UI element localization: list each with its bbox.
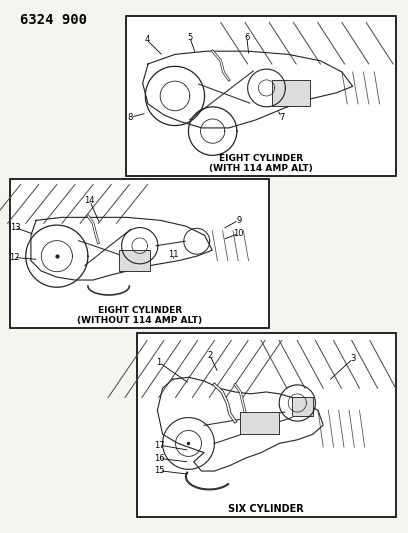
Text: 11: 11 (168, 250, 179, 259)
Text: 8: 8 (128, 113, 133, 122)
Text: 10: 10 (233, 229, 244, 238)
Bar (272, 80, 310, 106)
Text: 4: 4 (144, 36, 149, 44)
Text: 15: 15 (154, 466, 164, 475)
Bar (119, 250, 150, 271)
Bar (292, 398, 313, 416)
Text: 9: 9 (236, 216, 241, 224)
Text: EIGHT CYLINDER
(WITH 114 AMP ALT): EIGHT CYLINDER (WITH 114 AMP ALT) (209, 154, 313, 173)
Text: 5: 5 (187, 33, 192, 42)
Bar (137, 333, 396, 517)
Text: 13: 13 (10, 223, 20, 232)
Text: SIX CYLINDER: SIX CYLINDER (228, 504, 304, 514)
Text: 7: 7 (279, 113, 284, 122)
Text: 16: 16 (154, 454, 164, 463)
Text: 2: 2 (208, 351, 213, 360)
Text: 14: 14 (84, 197, 95, 205)
Text: 17: 17 (154, 441, 164, 449)
Text: 1: 1 (157, 358, 162, 367)
Text: 12: 12 (9, 253, 20, 262)
Text: 6324 900: 6324 900 (20, 13, 87, 27)
Bar (240, 412, 279, 434)
Bar (126, 16, 396, 176)
Text: EIGHT CYLINDER
(WITHOUT 114 AMP ALT): EIGHT CYLINDER (WITHOUT 114 AMP ALT) (77, 306, 202, 325)
Text: 6: 6 (244, 33, 250, 42)
Text: 3: 3 (350, 354, 356, 363)
Bar (10, 179, 269, 328)
